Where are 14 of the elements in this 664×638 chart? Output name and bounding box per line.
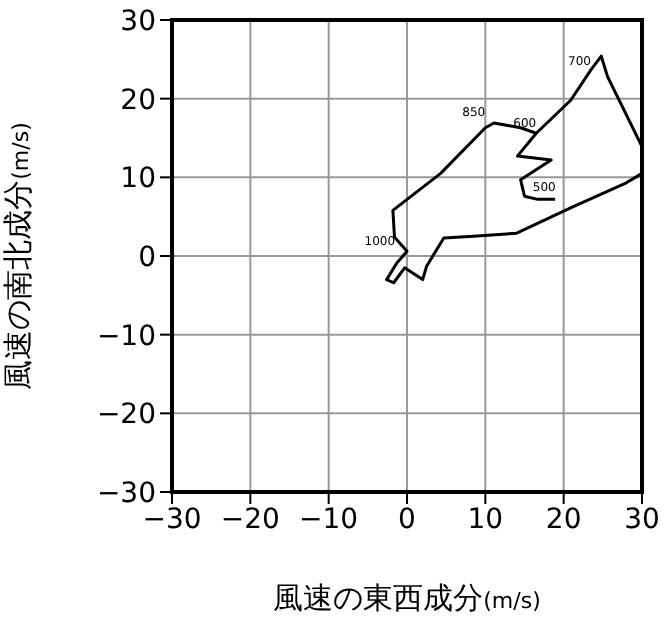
y-axis-title: 風速の南北成分(m/s) (0, 122, 36, 390)
x-tick-label: 30 (624, 503, 660, 536)
y-tick-label: 10 (120, 163, 156, 196)
x-tick-label: 0 (398, 503, 416, 536)
x-tick-label: 10 (467, 503, 504, 536)
x-tick-label: −20 (220, 503, 280, 536)
x-tick-label: −10 (299, 503, 359, 536)
x-tick-label: 20 (545, 503, 582, 536)
y-tick-label: −10 (96, 320, 156, 353)
y-tick-label: 20 (120, 84, 156, 117)
y-tick-label: −20 (96, 399, 156, 432)
x-axis-title: 風速の東西成分(m/s) (273, 580, 541, 616)
y-tick-label: 30 (120, 5, 156, 38)
y-tick-label: 0 (138, 241, 156, 274)
